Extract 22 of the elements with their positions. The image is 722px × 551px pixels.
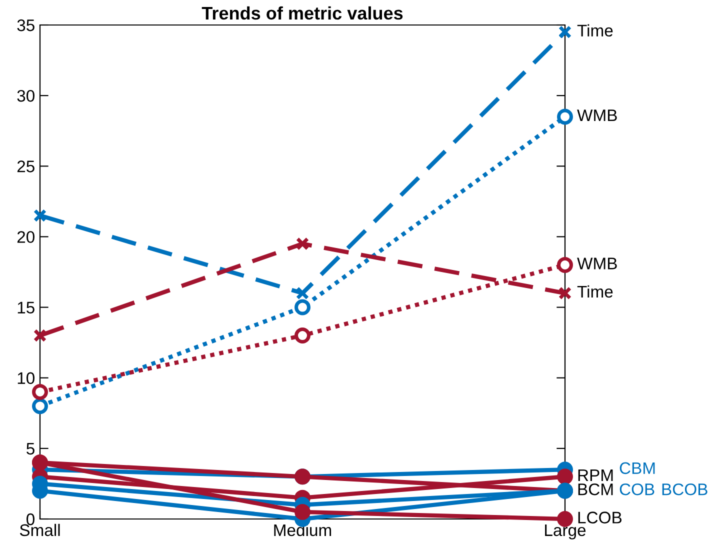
series-label: LCOB — [578, 512, 622, 524]
y-tick-label: 10 — [18, 372, 34, 384]
y-tick-label: 20 — [17, 231, 34, 243]
y-tick-label: 30 — [17, 90, 34, 102]
y-tick-label: 0 — [26, 513, 34, 526]
series-label: Time — [577, 285, 613, 298]
series-label: WMB — [577, 258, 617, 270]
series-label: BCM — [578, 483, 613, 496]
series-label: Time — [577, 24, 613, 37]
chart-title: Trends of metric values — [202, 6, 403, 20]
x-tick-label: Large — [545, 524, 586, 540]
series-label: RPM — [578, 470, 613, 481]
x-tick-label: Small — [20, 524, 60, 536]
y-tick-label: 25 — [17, 160, 34, 172]
text: BCOB — [662, 483, 708, 496]
x-tick-label: Medium — [274, 524, 332, 536]
text: CBM — [620, 462, 655, 474]
text: COB — [620, 483, 654, 496]
y-tick-label: 15 — [18, 302, 34, 314]
series-label: WMB — [577, 110, 617, 122]
y-tick-label: 35 — [17, 19, 34, 32]
y-tick-label: 5 — [26, 443, 34, 455]
